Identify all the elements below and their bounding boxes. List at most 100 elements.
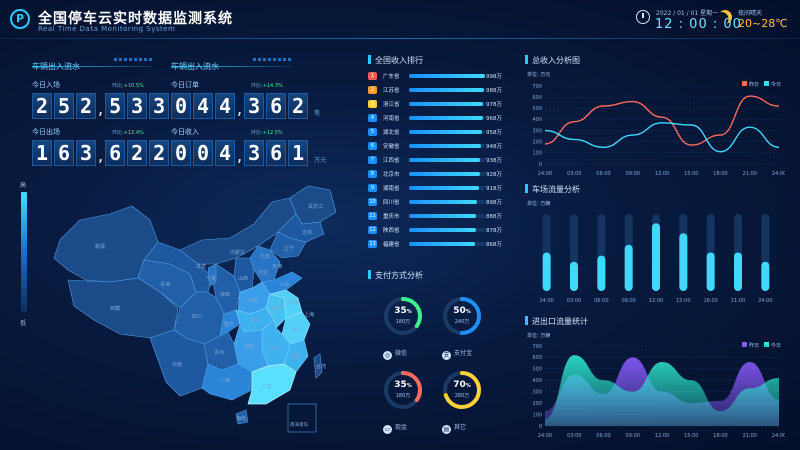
province-label: 山西 [238,275,248,282]
rank-bar-track [409,214,485,218]
payment-donut[interactable]: 35% 180万 ▭ 现金 [381,368,425,434]
payment-donut[interactable]: 70% 280万 ▤ 其它 [440,368,484,434]
rank-province-name: 安徽省 [383,144,400,150]
header-divider [0,38,800,39]
x-tick-label: 18:00 [703,298,717,304]
ranking-row[interactable]: 11 重庆市 888万 [368,209,502,223]
ranking-row[interactable]: 4 河南省 968万 [368,111,502,125]
province-label: 西藏 [110,305,120,312]
rank-value: 918万 [486,186,502,192]
legend-swatch [764,81,770,86]
other-icon: ▤ [442,425,451,434]
rank-bar-fill [409,102,484,106]
china-map: 新疆 西藏 青海 甘肃 内蒙古 黑龙江 吉林 辽宁 北京 天津 河北 山西 陕西… [53,185,337,433]
y-tick-label: 400 [532,378,542,384]
series-line-1[interactable] [544,122,780,153]
rank-badge: 13 [368,240,377,248]
province-hainan[interactable] [235,409,249,425]
donut-caption: ▭ 现金 [383,424,408,434]
map-scale-bar [21,192,27,312]
rank-province-name: 湖南省 [383,186,400,192]
income-chart-unit: 单位: 万元 [527,72,551,78]
province-label: 北京 [260,253,270,260]
ranking-row[interactable]: 10 四川省 898万 [368,195,502,209]
bar[interactable] [542,252,551,292]
legend-swatch [742,342,747,347]
province-label: 广东 [262,383,272,390]
province-chongqing[interactable] [219,309,241,337]
province-label: 贵州 [214,349,224,356]
rank-badge: 9 [368,184,377,192]
payment-donut[interactable]: 50% 240万支支付宝 [440,294,484,360]
ranking-row[interactable]: 3 浙江省 978万 [368,97,502,111]
rank-bar-fill [409,214,477,218]
legend-label[interactable]: 昨日 [749,82,760,88]
today-out-counter: 1 6 3 , 6 2 2 辆 [32,140,181,166]
ranking-row[interactable]: 13 福建省 868万 [368,237,502,251]
gate-chart-title: 进出口流量统计 [525,316,588,327]
x-tick-label: 06:00 [594,298,608,304]
province-label: 天津 [272,263,282,270]
digit-separator: , [98,146,104,165]
bar[interactable] [679,233,688,291]
bar[interactable] [761,261,770,291]
ranking-row[interactable]: 12 陕西省 878万 [368,223,502,237]
ranking-row[interactable]: 5 湖北省 958万 [368,125,502,139]
digit: 2 [149,140,170,166]
rank-bar-fill [409,74,485,78]
parking-logo-icon: P [10,9,30,29]
rank-bar-track [409,158,485,162]
ranking-row[interactable]: 8 北京市 928万 [368,167,502,181]
income-counter: 0 0 4 , 3 6 1 万元 [171,140,326,166]
rank-badge: 7 [368,156,377,164]
rank-province-name: 浙江省 [383,102,400,108]
ranking-list: 1 广东省 998万 2 江苏省 988万 3 浙江省 978万 4 河南省 968万 5 湖北省 958万… [368,69,502,251]
legend-label[interactable]: 今日 [771,343,782,349]
bar[interactable] [597,255,606,291]
province-label: 浙江 [292,327,302,334]
unit-label: 笔 [314,110,321,117]
temperature-text: 20~28℃ [738,17,788,30]
series-line-0[interactable] [544,95,780,146]
scale-high-label: 高 [20,182,27,189]
province-guangdong[interactable] [247,363,297,405]
today-in-label: 今日入场 [32,81,60,89]
series-area-1[interactable] [545,355,779,426]
rank-badge: 2 [368,86,377,94]
digit: 2 [288,93,309,119]
bar[interactable] [734,252,742,292]
title-accent [525,55,528,64]
bar[interactable] [706,252,715,292]
digit: 1 [32,140,52,166]
y-tick-label: 500 [532,367,542,373]
rank-value: 898万 [486,200,502,206]
rank-province-name: 陕西省 [383,228,400,234]
bar[interactable] [624,244,633,291]
province-taiwan[interactable] [313,353,323,379]
y-tick-label: 500 [532,106,542,112]
gate-chart-unit: 单位: 万辆 [527,333,551,339]
rank-bar-track [409,228,485,232]
wechat-icon: ◎ [383,351,392,360]
province-label: 四川 [192,314,202,320]
donut-percent: 70% [453,380,471,390]
rank-value: 998万 [486,74,502,80]
digit: 5 [105,93,126,119]
province-ningxia[interactable] [207,263,217,287]
payment-donut[interactable]: 35% 180万 ◎ 微信 [381,294,425,360]
rank-badge: 10 [368,198,377,206]
ranking-row[interactable]: 9 湖南省 918万 [368,181,502,195]
x-tick-label: 03:00 [567,298,581,304]
stream-left-underline [32,66,152,67]
province-label: 辽宁 [284,245,294,252]
ranking-row[interactable]: 7 江西省 938万 [368,153,502,167]
ranking-row[interactable]: 1 广东省 998万 [368,69,502,83]
ranking-row[interactable]: 6 安徽省 948万 [368,139,502,153]
bar[interactable] [570,261,578,291]
ranking-row[interactable]: 2 江苏省 988万 [368,83,502,97]
bar[interactable] [652,223,660,291]
legend-label[interactable]: 今日 [771,82,782,88]
income-label: 今日收入 [171,128,199,136]
x-tick-label: 12:00 [649,298,663,304]
rank-badge: 1 [368,72,377,80]
